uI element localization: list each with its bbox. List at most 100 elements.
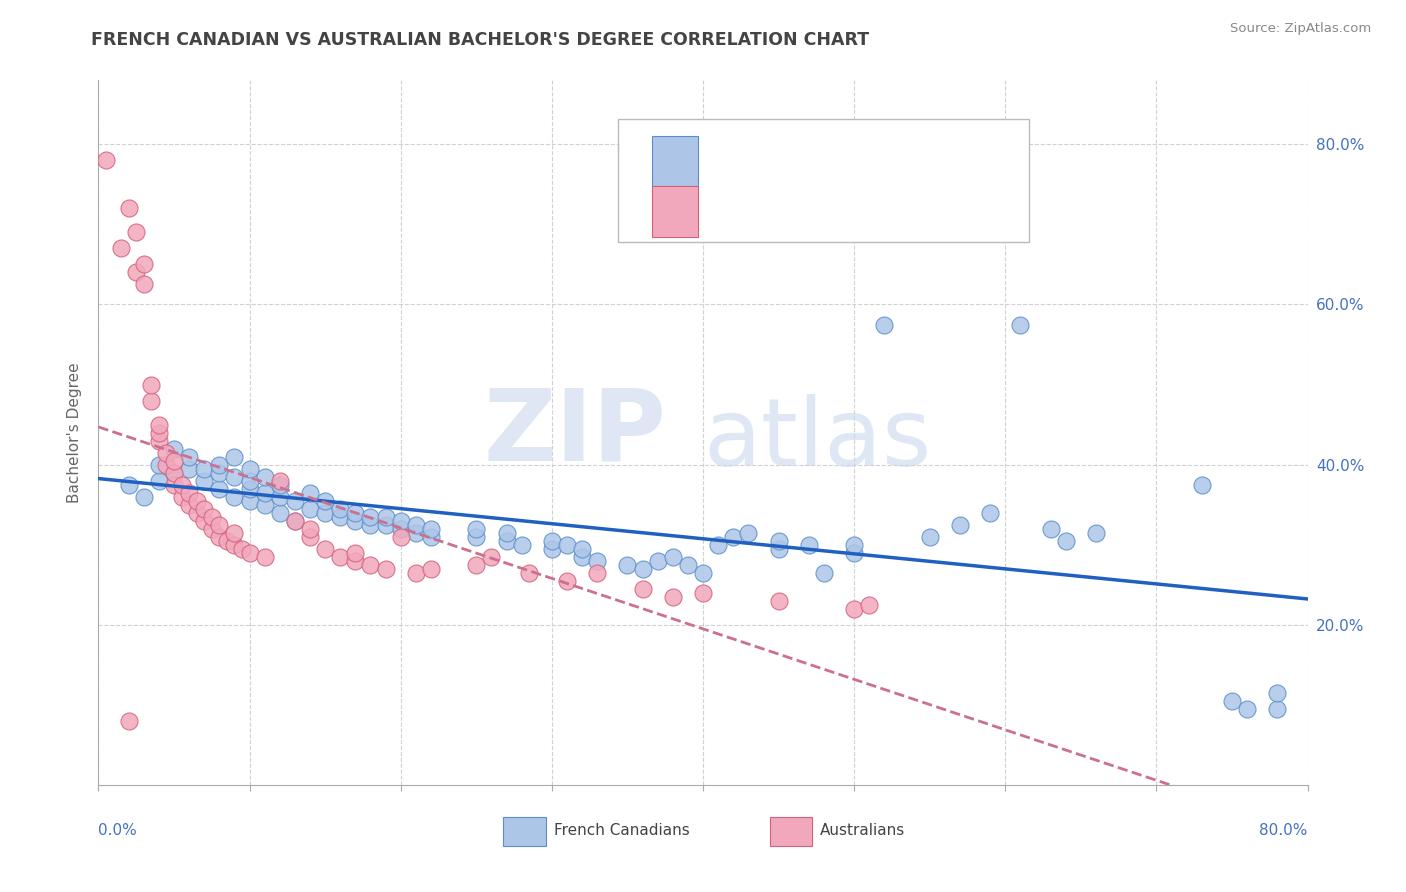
Point <box>586 554 609 568</box>
Point <box>148 425 170 440</box>
Text: R =: R = <box>713 153 748 169</box>
Point <box>555 574 578 588</box>
Point <box>571 541 593 556</box>
Point <box>555 538 578 552</box>
Text: N =: N = <box>886 153 921 169</box>
Text: 80.0%: 80.0% <box>1260 823 1308 838</box>
Point <box>163 466 186 480</box>
Point <box>179 498 201 512</box>
Point <box>314 493 336 508</box>
Point <box>239 493 262 508</box>
Point <box>125 226 148 240</box>
Point <box>231 541 253 556</box>
Point <box>148 474 170 488</box>
Point <box>360 517 382 532</box>
Point <box>269 506 291 520</box>
Point <box>647 554 669 568</box>
Point <box>631 562 654 576</box>
Point <box>481 549 503 564</box>
Point <box>1085 525 1108 540</box>
Point <box>1267 702 1289 716</box>
Point <box>405 566 427 580</box>
Point <box>676 558 699 572</box>
Point <box>813 566 835 580</box>
Point <box>132 490 155 504</box>
Point <box>224 525 246 540</box>
Point <box>148 417 170 432</box>
Point <box>1267 686 1289 700</box>
FancyBboxPatch shape <box>503 817 546 847</box>
Point <box>768 541 790 556</box>
Point <box>269 477 291 491</box>
Point <box>170 477 193 491</box>
Y-axis label: Bachelor's Degree: Bachelor's Degree <box>67 362 83 503</box>
Point <box>132 257 155 271</box>
Point <box>844 538 866 552</box>
Point <box>797 538 820 552</box>
Point <box>299 530 322 544</box>
Point <box>517 566 540 580</box>
Point <box>360 509 382 524</box>
Point <box>420 562 443 576</box>
Point <box>768 594 790 608</box>
Point <box>186 506 208 520</box>
Text: 0.0%: 0.0% <box>98 823 138 838</box>
Point <box>405 525 427 540</box>
Text: Source: ZipAtlas.com: Source: ZipAtlas.com <box>1230 22 1371 36</box>
Point <box>495 525 517 540</box>
Point <box>405 517 427 532</box>
Text: N =: N = <box>886 203 921 219</box>
Text: FRENCH CANADIAN VS AUSTRALIAN BACHELOR'S DEGREE CORRELATION CHART: FRENCH CANADIAN VS AUSTRALIAN BACHELOR'S… <box>91 31 869 49</box>
Point <box>208 466 231 480</box>
Point <box>1054 533 1077 548</box>
Point <box>110 242 132 256</box>
Point <box>1191 477 1213 491</box>
Point <box>299 501 322 516</box>
Point <box>692 586 714 600</box>
Point <box>253 498 276 512</box>
Text: R =: R = <box>713 203 748 219</box>
Point <box>768 533 790 548</box>
Point <box>253 549 276 564</box>
Point <box>314 506 336 520</box>
Point <box>465 558 488 572</box>
Point <box>269 474 291 488</box>
Point <box>723 530 745 544</box>
Point <box>170 490 193 504</box>
Point <box>125 265 148 279</box>
Point <box>215 533 238 548</box>
Point <box>155 445 177 459</box>
Point <box>465 530 488 544</box>
Point <box>179 485 201 500</box>
Point <box>208 517 231 532</box>
Point <box>329 549 352 564</box>
Text: -0.180: -0.180 <box>776 202 837 220</box>
Point <box>616 558 638 572</box>
Point <box>329 509 352 524</box>
Point <box>193 474 215 488</box>
Point <box>284 514 307 528</box>
Point <box>737 525 759 540</box>
Point <box>208 530 231 544</box>
Point <box>420 522 443 536</box>
Point <box>360 558 382 572</box>
Point <box>253 469 276 483</box>
Point <box>844 546 866 560</box>
Point <box>510 538 533 552</box>
Point <box>844 601 866 615</box>
Point <box>389 522 412 536</box>
Point <box>163 477 186 491</box>
Point <box>239 461 262 475</box>
Point <box>344 506 367 520</box>
Point <box>344 546 367 560</box>
Point <box>707 538 730 552</box>
Point <box>389 514 412 528</box>
Point <box>1039 522 1062 536</box>
Point <box>193 501 215 516</box>
Point <box>163 466 186 480</box>
Point <box>918 530 941 544</box>
Point <box>344 554 367 568</box>
Text: 60: 60 <box>946 202 969 220</box>
Text: 83: 83 <box>946 152 969 170</box>
Point <box>299 485 322 500</box>
